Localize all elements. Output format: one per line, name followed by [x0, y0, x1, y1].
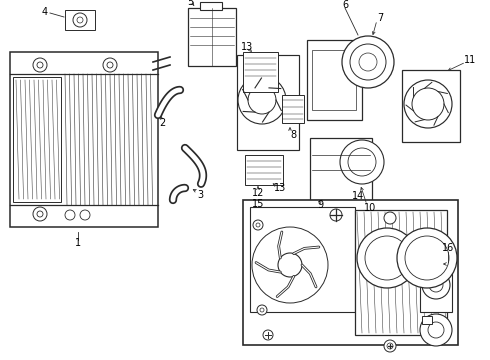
Bar — [65, 10, 95, 30]
Circle shape — [238, 76, 286, 124]
Bar — [282, 95, 304, 123]
Circle shape — [428, 322, 444, 338]
Text: 4: 4 — [42, 7, 48, 17]
Circle shape — [397, 228, 457, 288]
Circle shape — [350, 44, 386, 80]
Text: 3: 3 — [197, 190, 203, 200]
Bar — [420, 262, 452, 312]
Bar — [237, 55, 299, 150]
Circle shape — [33, 207, 47, 221]
Text: 14: 14 — [352, 191, 364, 201]
Circle shape — [107, 62, 113, 68]
Text: 15: 15 — [252, 199, 264, 209]
Circle shape — [256, 223, 260, 227]
Text: 13: 13 — [241, 42, 253, 52]
Text: 6: 6 — [342, 0, 348, 10]
Bar — [200, 2, 222, 10]
Circle shape — [260, 308, 264, 312]
Circle shape — [80, 210, 90, 220]
Circle shape — [420, 314, 452, 346]
Text: 1: 1 — [75, 238, 81, 248]
Circle shape — [37, 211, 43, 217]
Bar — [13, 77, 61, 202]
Text: 2: 2 — [159, 118, 165, 128]
Bar — [422, 316, 432, 324]
Circle shape — [348, 148, 376, 176]
Text: 5: 5 — [187, 0, 193, 7]
Bar — [307, 40, 362, 120]
Circle shape — [342, 36, 394, 88]
Text: 8: 8 — [290, 130, 296, 140]
Circle shape — [37, 62, 43, 68]
Bar — [355, 210, 447, 335]
Text: 10: 10 — [364, 203, 376, 213]
Circle shape — [340, 140, 384, 184]
Bar — [10, 52, 158, 227]
Circle shape — [357, 228, 417, 288]
Circle shape — [263, 330, 273, 340]
Bar — [250, 207, 355, 312]
Bar — [402, 70, 460, 142]
Circle shape — [248, 86, 276, 114]
Circle shape — [429, 278, 443, 292]
Text: 11: 11 — [464, 55, 476, 65]
Text: 9: 9 — [317, 200, 323, 210]
Circle shape — [103, 58, 117, 72]
Circle shape — [359, 53, 377, 71]
Circle shape — [253, 220, 263, 230]
Circle shape — [77, 17, 83, 23]
Circle shape — [422, 271, 450, 299]
Bar — [243, 52, 278, 92]
Text: 13: 13 — [274, 183, 286, 193]
Circle shape — [365, 236, 409, 280]
Circle shape — [33, 58, 47, 72]
Circle shape — [412, 88, 444, 120]
Bar — [245, 155, 283, 185]
Bar — [188, 8, 236, 66]
Text: 7: 7 — [377, 13, 383, 23]
Bar — [243, 200, 458, 345]
Text: 12: 12 — [252, 188, 264, 198]
Circle shape — [257, 305, 267, 315]
Bar — [310, 138, 372, 200]
Circle shape — [384, 212, 396, 224]
Circle shape — [384, 340, 396, 352]
Circle shape — [278, 253, 302, 277]
Circle shape — [65, 210, 75, 220]
Bar — [312, 50, 356, 110]
Circle shape — [73, 13, 87, 27]
Circle shape — [405, 236, 449, 280]
Circle shape — [252, 227, 328, 303]
Text: 16: 16 — [442, 243, 454, 253]
Circle shape — [330, 209, 342, 221]
Circle shape — [404, 80, 452, 128]
Circle shape — [387, 343, 393, 349]
